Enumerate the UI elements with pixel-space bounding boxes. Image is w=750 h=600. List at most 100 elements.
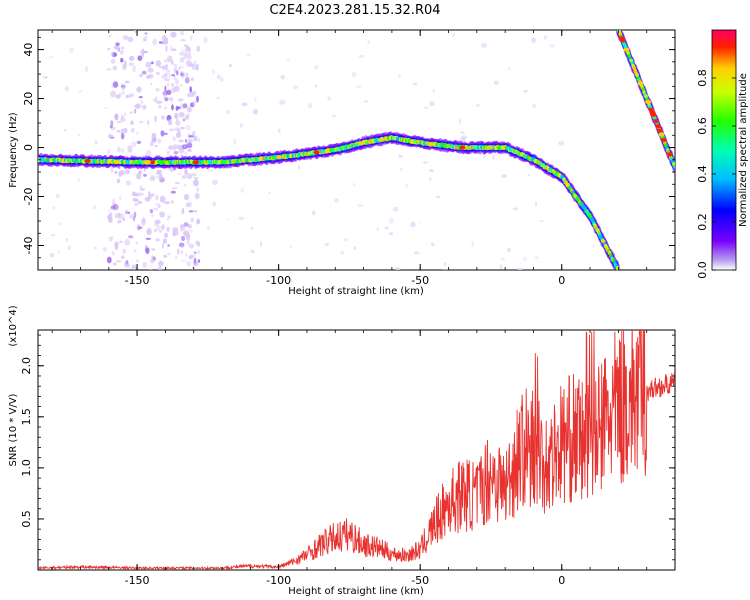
noise-blob (175, 120, 181, 126)
noise-blob (170, 83, 175, 87)
ridge-hotspot (648, 107, 655, 112)
noise-blob (133, 108, 137, 114)
noise-blob (145, 237, 151, 240)
noise-blob (177, 248, 180, 255)
noise-blob (429, 101, 435, 106)
noise-blob (186, 113, 190, 118)
noise-blob (163, 106, 168, 110)
y-tick-label: 0.5 (20, 510, 33, 528)
noise-blob (166, 226, 170, 232)
noise-blob (357, 204, 364, 207)
noise-blob (171, 60, 174, 65)
noise-blob (203, 37, 208, 43)
noise-blob (522, 257, 528, 261)
noise-blob (127, 169, 131, 173)
noise-blob (430, 242, 435, 247)
noise-blob (185, 45, 190, 51)
ridge-hotspot (653, 119, 659, 124)
noise-blob (436, 195, 441, 199)
noise-blob (185, 252, 188, 257)
colorbar-tick-label: 0.0 (696, 261, 709, 279)
noise-blob (156, 169, 163, 173)
noise-blob (120, 57, 124, 63)
colorbar-tick-label: 0.6 (696, 117, 709, 135)
noise-blob (150, 259, 155, 264)
noise-blob (131, 264, 137, 270)
noise-blob (168, 119, 172, 126)
noise-blob (412, 82, 418, 86)
noise-blob (138, 171, 142, 175)
noise-blob (179, 30, 185, 36)
spectrogram-panel: -150 -100 -50 0 -40 -20 0 20 40 Height of straig… (8, 29, 676, 297)
noise-blob (112, 198, 115, 205)
noise-blob (517, 267, 523, 270)
noise-blob (179, 84, 183, 87)
noise-blob (193, 257, 197, 264)
noise-blob (492, 155, 495, 160)
snr-line (38, 330, 675, 570)
ridge-hotspot (427, 141, 433, 146)
noise-blob (164, 232, 169, 238)
snr-y-multiplier: (x10^4) (8, 305, 19, 346)
ridge-hotspot (149, 160, 155, 165)
noise-blob (190, 217, 194, 223)
noise-blob (176, 144, 181, 150)
noise-blob (395, 267, 401, 270)
ridge-hotspot (660, 138, 667, 142)
noise-blob (112, 262, 117, 266)
noise-blob (168, 145, 173, 150)
noise-blob (400, 167, 403, 172)
noise-blob (64, 85, 70, 92)
noise-blob (137, 55, 143, 61)
noise-blob (188, 255, 194, 260)
noise-blob (110, 90, 117, 98)
noise-blob (59, 222, 63, 226)
noise-blob (115, 42, 120, 47)
noise-blob (50, 233, 56, 237)
noise-blob (155, 60, 162, 67)
noise-blob (113, 81, 119, 88)
noise-blob (527, 174, 530, 177)
noise-blob (143, 173, 147, 177)
noise-blob (136, 140, 142, 144)
ridge-hotspot (84, 159, 91, 163)
noise-blob (196, 95, 199, 103)
noise-blob (178, 66, 181, 71)
noise-blob (129, 111, 133, 114)
noise-blob (116, 129, 121, 133)
noise-blob (181, 49, 185, 52)
noise-blob (147, 67, 154, 73)
noise-blob (141, 48, 145, 55)
noise-blob (186, 201, 193, 208)
noise-blob (212, 179, 218, 186)
noise-blob (170, 190, 176, 194)
noise-blob (147, 120, 150, 126)
noise-blob (149, 209, 153, 214)
noise-blob (154, 144, 158, 148)
noise-blob (166, 150, 170, 155)
noise-blob (78, 134, 81, 136)
noise-blob (184, 47, 189, 54)
noise-blob (42, 76, 49, 79)
noise-blob (481, 42, 488, 48)
noise-blob (278, 101, 283, 104)
ridge-hotspot (459, 145, 466, 150)
noise-blob (166, 78, 170, 82)
snr-frame (37, 329, 676, 571)
noise-blob (128, 235, 134, 239)
noise-blob (108, 236, 113, 242)
noise-blob (424, 106, 429, 109)
noise-blob (145, 247, 150, 255)
noise-blob (145, 74, 152, 79)
noise-blob (179, 65, 185, 69)
noise-blob (172, 227, 179, 232)
noise-blob (183, 144, 186, 149)
noise-blob (161, 243, 164, 249)
noise-blob (459, 118, 462, 125)
x-tick-label: -50 (411, 574, 429, 587)
noise-blob (120, 213, 125, 220)
noise-blob (413, 251, 420, 255)
noise-blob (182, 175, 186, 179)
noise-blob (500, 257, 505, 261)
